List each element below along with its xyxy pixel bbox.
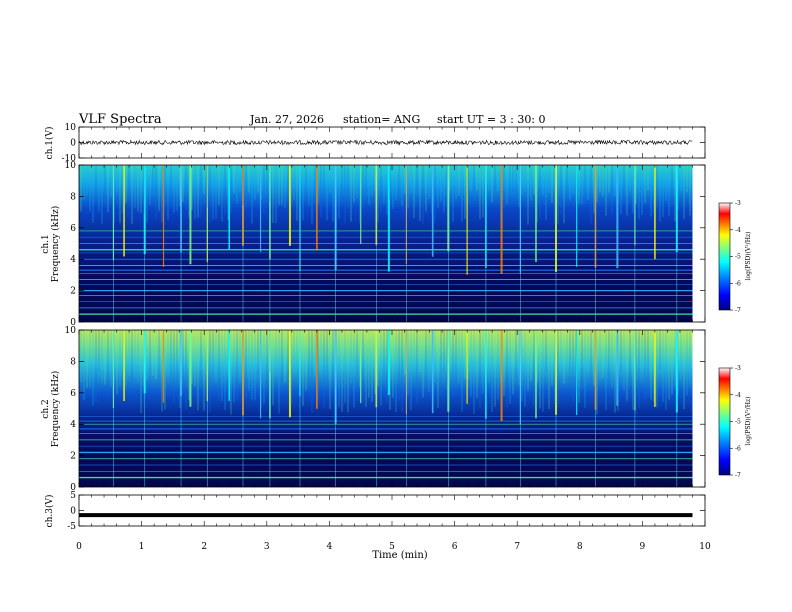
colorbar-tick-label: -3 [735,200,741,207]
start-time-label: start UT = 3 : 30: 0 [437,113,546,126]
y-tick-label: 0 [70,139,76,149]
y-tick-label: 8 [70,357,76,367]
x-tick-label: 0 [76,542,82,552]
x-tick-label: 4 [327,542,333,552]
ch2-colorbar: log(PSD)(V²/Hz) [718,367,752,476]
x-tick-label: 1 [139,542,145,552]
y-tick-label: 4 [70,420,76,430]
ch3-waveform-panel: 5 0 -5 [67,491,706,532]
ch1-colorbar: log(PSD)(V²/Hz) [718,202,752,311]
ch1-channel-axis-label: ch.1 [41,234,51,253]
colorbar-tick-label: -7 [735,472,741,479]
colorbar-tick-label: -6 [735,280,741,287]
ch1-waveform-panel: 10 0 -10 [62,123,706,164]
colorbar-tick-label: -4 [735,227,741,234]
colorbar-tick-label: -4 [735,392,741,399]
station-label: station= ANG [343,113,420,126]
low-frequency-band [79,432,693,487]
x-tick-label: 8 [577,542,583,552]
x-axis-label: Time (min) [372,550,427,561]
ch1-spectrogram-panel: -3 -4 -5 -6 -7 10 8 6 4 2 0 [65,161,741,328]
x-tick-label: 5 [389,542,395,552]
ch1-frequency-axis-label: Frequency (kHz) [50,206,61,283]
x-tick-labels: 0 1 2 3 4 5 6 7 8 9 10 [76,542,711,552]
figure-title: VLF Spectra [78,112,162,127]
x-tick-label: 6 [452,542,458,552]
ch2-spectrogram-panel: -3 -4 -5 -6 -7 10 8 6 4 2 0 [65,326,741,493]
y-tick-label: 2 [70,452,76,462]
colorbar-tick-label: -7 [735,307,741,314]
ch1-colorbar-label: log(PSD)(V²/Hz) [745,232,752,281]
ch1-waveform-trace [78,139,693,146]
y-tick-label: 6 [70,389,76,399]
colorbar-tick-label: -6 [735,445,741,452]
y-tick-label: 10 [65,326,77,336]
colorbar-tick-label: -5 [735,419,741,426]
y-tick-label: 4 [70,255,76,265]
ch1-voltage-axis-label: ch.1(V) [44,127,55,160]
colorbar-tick-label: -5 [735,254,741,261]
x-tick-label: 7 [514,542,520,552]
y-tick-label: 5 [70,491,76,501]
y-tick-label: 10 [65,161,77,171]
y-tick-label: 6 [70,224,76,234]
y-tick-label: 8 [70,192,76,202]
y-tick-label: 2 [70,287,76,297]
x-tick-label: 2 [201,542,207,552]
y-tick-label: 0 [70,483,76,493]
x-tick-label: 9 [640,542,646,552]
ch3-voltage-axis-label: ch.3(V) [44,495,55,528]
y-tick-label: 10 [65,123,77,133]
colorbar-tick-label: -3 [735,365,741,372]
y-tick-label: 0 [70,318,76,328]
y-tick-label: -10 [62,154,77,164]
x-tick-label: 10 [699,542,711,552]
y-tick-label: 0 [70,507,76,517]
ch2-frequency-axis-label: Frequency (kHz) [50,371,61,448]
ch2-colorbar-label: log(PSD)(V²/Hz) [745,397,752,446]
x-tick-label: 3 [264,542,270,552]
date-label: Jan. 27, 2026 [249,113,324,126]
ch2-channel-axis-label: ch.2 [41,399,51,418]
y-tick-label: -5 [67,522,76,532]
